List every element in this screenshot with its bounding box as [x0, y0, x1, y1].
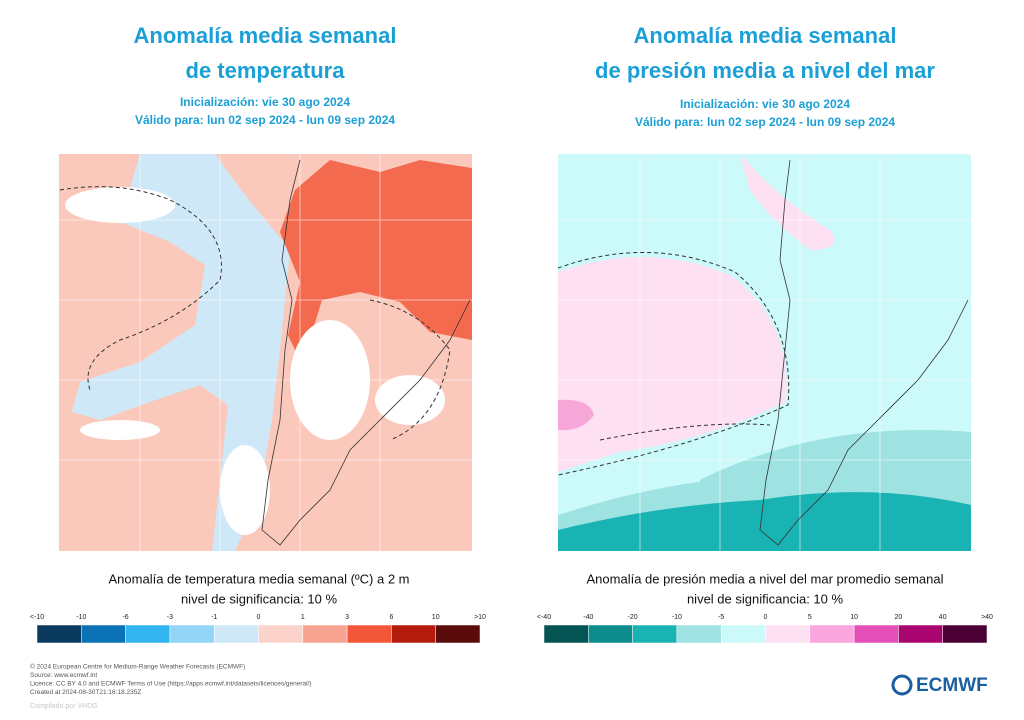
- colorbar-box: [632, 624, 678, 644]
- init-date: Inicialización: vie 30 ago 2024: [180, 95, 350, 109]
- colorbar-label: 0: [764, 614, 768, 621]
- colorbar-label: -10: [76, 614, 86, 621]
- colorbar-label: 10: [850, 614, 858, 621]
- colorbar-label: 20: [895, 614, 903, 621]
- colorbar-box: [809, 624, 855, 644]
- colorbar-box: [213, 624, 259, 644]
- footer-line: Licence: CC BY 4.0 and ECMWF Terms of Us…: [30, 681, 312, 688]
- colorbar-label: -1: [211, 614, 217, 621]
- logo-text: ECMWF: [916, 675, 988, 696]
- colorbar-label: -6: [122, 614, 128, 621]
- title-line: de presión media a nivel del mar: [595, 58, 935, 83]
- colorbar-box: [258, 624, 304, 644]
- colorbar-label: >10: [474, 614, 486, 621]
- colorbar-box: [81, 624, 126, 644]
- colorbar-box: [36, 624, 82, 644]
- colorbar-box: [588, 624, 633, 644]
- pressure-map: [558, 154, 971, 551]
- colorbar-label: <-10: [30, 614, 44, 621]
- colorbar-label: -20: [628, 614, 638, 621]
- colorbar-label: 6: [389, 614, 393, 621]
- colorbar-box: [302, 624, 348, 644]
- colorbar-label: >40: [981, 614, 993, 621]
- significance: nivel de significancia: 10 %: [687, 591, 844, 606]
- watermark: Compilado por VHDG: [30, 703, 98, 710]
- title-line: Anomalía media semanal: [634, 23, 897, 48]
- init-date: Inicialización: vie 30 ago 2024: [680, 97, 850, 111]
- title-line: de temperatura: [186, 58, 346, 83]
- colorbar-box: [942, 624, 988, 644]
- colorbar-box: [720, 624, 766, 644]
- colorbar-box: [125, 624, 171, 644]
- colorbar-box: [765, 624, 811, 644]
- colorbar-label: 0: [257, 614, 261, 621]
- colorbar-label: 10: [432, 614, 440, 621]
- colorbar-label: -10: [672, 614, 682, 621]
- valid-range: Válido para: lun 02 sep 2024 - lun 09 se…: [635, 115, 895, 129]
- colorbars: <-10 -10 -6 -3 -1 0 1 3 6 10 >10 <-40 -40 -20 -10 -5 0 5 1…: [30, 614, 993, 644]
- significance: nivel de significancia: 10 %: [181, 591, 338, 606]
- colorbar-box: [346, 624, 392, 644]
- footer-line: Created at 2024-08-30T21:16:18.235Z: [30, 689, 141, 696]
- footer: © 2024 European Centre for Medium-Range …: [30, 663, 312, 697]
- footer-line: Source: www.ecmwf.int: [30, 672, 97, 679]
- colorbar-label: 40: [939, 614, 947, 621]
- colorbar-label: -3: [167, 614, 173, 621]
- colorbar-label: 5: [808, 614, 812, 621]
- colorbar-label: -40: [583, 614, 593, 621]
- colorbar-box: [169, 624, 215, 644]
- colorbar-label: -5: [718, 614, 724, 621]
- colorbar-label: <-40: [537, 614, 551, 621]
- colorbar-box: [435, 624, 481, 644]
- colorbar-box: [853, 624, 899, 644]
- valid-range: Válido para: lun 02 sep 2024 - lun 09 se…: [135, 113, 395, 127]
- footer-line: © 2024 European Centre for Medium-Range …: [30, 663, 245, 671]
- colorbar-label: 1: [301, 614, 305, 621]
- colorbar-box: [676, 624, 722, 644]
- title-line: Anomalía media semanal: [134, 23, 397, 48]
- legend-caption: Anomalía de presión media a nivel del ma…: [587, 571, 944, 586]
- colorbar-box: [543, 624, 589, 644]
- logo: ECMWF: [891, 674, 988, 696]
- colorbar-box: [391, 624, 436, 644]
- colorbar-box: [898, 624, 943, 644]
- temperature-map: [59, 154, 472, 551]
- colorbar-label: 3: [345, 614, 349, 621]
- legend-caption: Anomalía de temperatura media semanal (º…: [109, 571, 410, 586]
